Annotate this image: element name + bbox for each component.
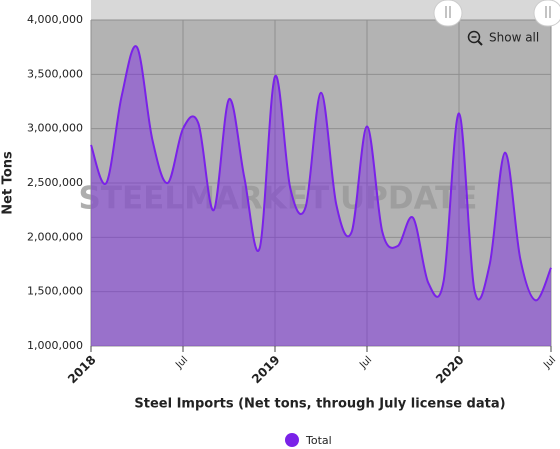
legend-swatch: [285, 433, 299, 447]
x-tick-label: Jul: [541, 354, 558, 371]
area-fill: [91, 46, 551, 347]
y-tick-label: 2,000,000: [27, 230, 83, 243]
zoom-icon: [477, 40, 483, 46]
zoom-handles[interactable]: [433, 0, 560, 27]
watermark: STEELMARKET UPDATE: [79, 181, 478, 217]
series-line: [90, 45, 552, 302]
x-axis-title: Steel Imports (Net tons, through July li…: [134, 397, 505, 412]
y-axis-title: Net Tons: [1, 151, 16, 215]
x-tick-label: 2020: [433, 353, 467, 387]
button-label[interactable]: Show all: [489, 31, 539, 45]
handle-left[interactable]: [433, 0, 463, 27]
y-tick-label: 1,000,000: [27, 339, 83, 352]
navigator: [91, 0, 551, 20]
zoom-icon: [467, 30, 481, 44]
y-tick-label: 4,000,000: [27, 13, 83, 26]
y-tick-label: 3,000,000: [27, 122, 83, 135]
series-group: [90, 45, 552, 347]
y-tick-label: 1,500,000: [27, 285, 83, 298]
x-tick-label: 2019: [249, 353, 283, 387]
handle-right[interactable]: [533, 0, 560, 27]
legend-label: Total: [305, 434, 332, 447]
show-all-button[interactable]: Show all: [467, 30, 540, 46]
x-tick-label: 2018: [65, 353, 99, 387]
x-tick-label: Jul: [357, 354, 374, 371]
grid: [90, 19, 552, 347]
x-tick-label: Jul: [173, 354, 190, 371]
y-tick-label: 2,500,000: [27, 176, 83, 189]
y-tick-label: 3,500,000: [27, 67, 83, 80]
